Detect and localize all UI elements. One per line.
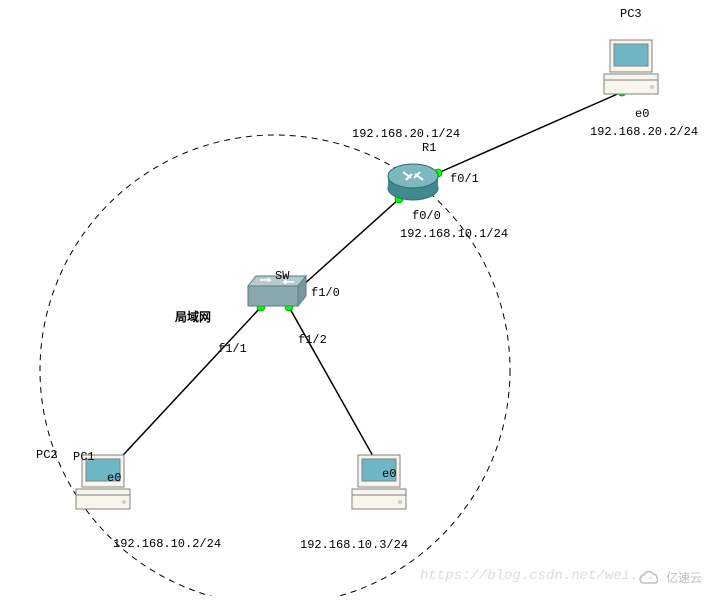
router-f00-label: f0/0 <box>412 209 441 223</box>
router-f00-ip: 192.168.10.1/24 <box>400 227 508 241</box>
pc3-ip: 192.168.20.2/24 <box>590 125 698 139</box>
pc-lan-right-icon <box>352 455 406 509</box>
pc2-label: PC2 <box>36 448 58 462</box>
router-label: R1 <box>422 141 436 155</box>
switch-f12-label: f1/2 <box>298 333 327 347</box>
pc1-e0-label: e0 <box>107 471 121 485</box>
pc-lan-right-ip: 192.168.10.3/24 <box>300 538 408 552</box>
switch-f11-label: f1/1 <box>218 342 247 356</box>
pc-lan-right-e0-label: e0 <box>382 467 396 481</box>
lan-label: 局域网 <box>175 308 211 325</box>
port-dots <box>108 88 626 471</box>
cloud-icon <box>638 570 662 586</box>
router-icon <box>388 164 438 200</box>
pc3-e0-label: e0 <box>635 107 649 121</box>
links <box>112 92 622 467</box>
pc1-label: PC1 <box>73 450 95 464</box>
router-f01-label: f0/1 <box>450 172 479 186</box>
router-f01-ip: 192.168.20.1/24 <box>352 127 460 141</box>
switch-f10-label: f1/0 <box>311 286 340 300</box>
pc1-ip: 192.168.10.2/24 <box>113 537 221 551</box>
csdn-watermark: https://blog.csdn.net/wei... <box>420 568 655 584</box>
lan-boundary <box>40 135 510 596</box>
yisu-logo: 亿速云 <box>638 569 702 586</box>
pc3-label: PC3 <box>620 7 642 21</box>
diagram-canvas <box>0 0 712 596</box>
switch-label: SW <box>275 269 289 283</box>
logo-text: 亿速云 <box>666 569 702 586</box>
pc3-icon <box>604 40 658 94</box>
